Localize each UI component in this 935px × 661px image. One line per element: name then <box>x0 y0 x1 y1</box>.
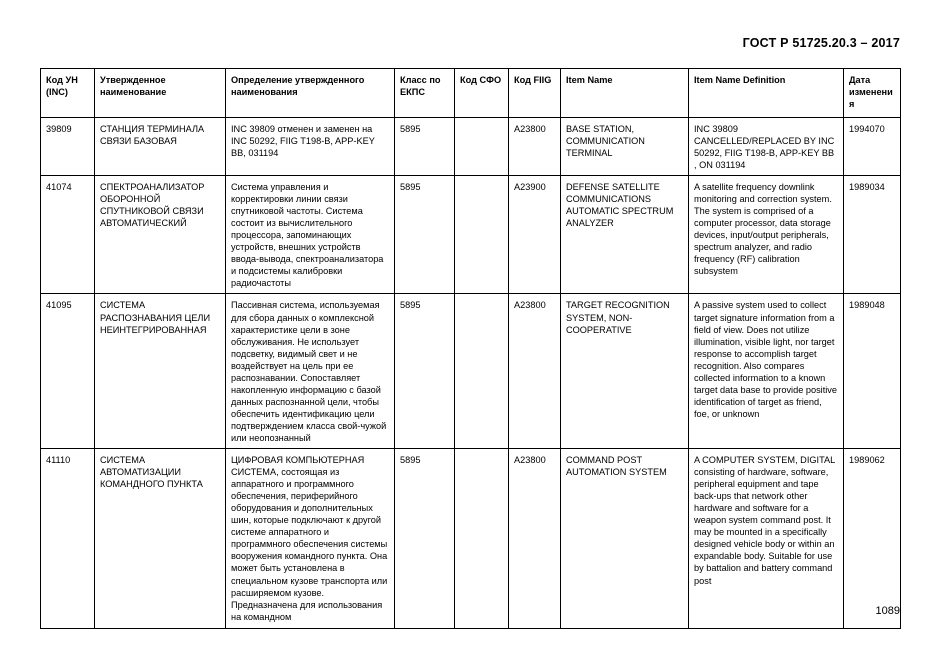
cell-approved-name-definition: Система управления и корректировки линии… <box>225 175 395 295</box>
cell-approved-name: СИСТЕМА РАСПОЗНАВАНИЯ ЦЕЛИ НЕИНТЕГРИРОВА… <box>94 293 226 450</box>
column-header-approved-name-definition-line1: Определение утвержденного <box>231 75 365 85</box>
column-header-inc-code: Код УН (INC) <box>40 68 95 118</box>
table-header-row: Код УН (INC) Утвержденное наименование О… <box>40 68 901 118</box>
cell-approved-name: СИСТЕМА АВТОМАТИЗАЦИИ КОМАНДНОГО ПУНКТА <box>94 448 226 630</box>
cell-inc-code: 41074 <box>40 175 95 295</box>
column-header-item-name-definition: Item Name Definition <box>688 68 844 118</box>
catalog-table-container: Код УН (INC) Утвержденное наименование О… <box>40 68 901 630</box>
column-header-ekps-class: Класс по ЕКПС <box>394 68 455 118</box>
cell-item-name-definition: A passive system used to collect target … <box>688 293 844 450</box>
cell-inc-code: 41095 <box>40 293 95 450</box>
cell-fiig-code: A23800 <box>508 448 561 630</box>
cell-approved-name: СПЕКТРОАНАЛИЗАТОР ОБОРОННОЙ СПУТНИКОВОЙ … <box>94 175 226 295</box>
cell-inc-code: 41110 <box>40 448 95 630</box>
table-row: 39809 СТАНЦИЯ ТЕРМИНАЛА СВЯЗИ БАЗОВАЯ IN… <box>40 116 901 177</box>
page-number: 1089 <box>875 605 900 617</box>
column-header-ekps-class-line1: Класс по <box>400 75 441 85</box>
cell-item-name: DEFENSE SATELLITE COMMUNICATIONS AUTOMAT… <box>560 175 689 295</box>
running-header-standard-number: ГОСТ Р 51725.20.3 – 2017 <box>742 36 900 50</box>
cell-approved-name: СТАНЦИЯ ТЕРМИНАЛА СВЯЗИ БАЗОВАЯ <box>94 116 226 177</box>
cell-item-name-definition: A satellite frequency downlink monitorin… <box>688 175 844 295</box>
cell-item-name-definition: INC 39809 CANCELLED/REPLACED BY INC 5029… <box>688 116 844 177</box>
cell-sfo-code <box>454 448 509 630</box>
column-header-fiig-code: Код FIIG <box>508 68 561 118</box>
cell-inc-code: 39809 <box>40 116 95 177</box>
column-header-change-date: Дата изменения <box>843 68 901 118</box>
column-header-inc-code-line1: Код УН <box>46 75 78 85</box>
cell-approved-name-definition: ЦИФРОВАЯ КОМПЬЮТЕРНАЯ СИСТЕМА, состоящая… <box>225 448 395 630</box>
column-header-approved-name-definition-line2: наименования <box>231 86 298 97</box>
column-header-item-name-definition-line1: Item Name Definition <box>694 75 786 85</box>
cell-change-date: 1989034 <box>843 175 901 295</box>
column-header-change-date-line2: изменения <box>849 86 893 109</box>
column-header-sfo-code: Код СФО <box>454 68 509 118</box>
cell-sfo-code <box>454 293 509 450</box>
table-header: Код УН (INC) Утвержденное наименование О… <box>40 68 901 118</box>
table-row: 41095 СИСТЕМА РАСПОЗНАВАНИЯ ЦЕЛИ НЕИНТЕГ… <box>40 293 901 450</box>
table-body: 39809 СТАНЦИЯ ТЕРМИНАЛА СВЯЗИ БАЗОВАЯ IN… <box>40 116 901 630</box>
column-header-approved-name-line1: Утвержденное <box>100 75 166 85</box>
column-header-sfo-code-line1: Код СФО <box>460 75 502 85</box>
cell-item-name: TARGET RECOGNITION SYSTEM, NON-COOPERATI… <box>560 293 689 450</box>
cell-change-date: 1994070 <box>843 116 901 177</box>
cell-sfo-code <box>454 175 509 295</box>
table-row: 41074 СПЕКТРОАНАЛИЗАТОР ОБОРОННОЙ СПУТНИ… <box>40 175 901 295</box>
column-header-approved-name-line2: наименование <box>100 86 167 97</box>
cell-fiig-code: A23900 <box>508 175 561 295</box>
table-row: 41110 СИСТЕМА АВТОМАТИЗАЦИИ КОМАНДНОГО П… <box>40 448 901 630</box>
cell-approved-name-definition: INC 39809 отменен и заменен на INC 50292… <box>225 116 395 177</box>
column-header-item-name-line1: Item Name <box>566 75 613 85</box>
cell-sfo-code <box>454 116 509 177</box>
cell-fiig-code: A23800 <box>508 116 561 177</box>
cell-item-name-definition: A COMPUTER SYSTEM, DIGITAL consisting of… <box>688 448 844 630</box>
cell-approved-name-definition: Пассивная система, используемая для сбор… <box>225 293 395 450</box>
column-header-item-name: Item Name <box>560 68 689 118</box>
cell-item-name: COMMAND POST AUTOMATION SYSTEM <box>560 448 689 630</box>
column-header-fiig-code-line1: Код FIIG <box>514 75 552 85</box>
cell-item-name: BASE STATION, COMMUNICATION TERMINAL <box>560 116 689 177</box>
column-header-inc-code-line2: (INC) <box>46 86 68 97</box>
cell-ekps-class: 5895 <box>394 175 455 295</box>
column-header-ekps-class-line2: ЕКПС <box>400 86 425 97</box>
column-header-approved-name-definition: Определение утвержденного наименования <box>225 68 395 118</box>
cell-ekps-class: 5895 <box>394 448 455 630</box>
cell-fiig-code: A23800 <box>508 293 561 450</box>
column-header-approved-name: Утвержденное наименование <box>94 68 226 118</box>
cell-ekps-class: 5895 <box>394 293 455 450</box>
column-header-change-date-line1: Дата <box>849 75 871 85</box>
cell-ekps-class: 5895 <box>394 116 455 177</box>
item-name-catalog-table: Код УН (INC) Утвержденное наименование О… <box>40 68 901 630</box>
cell-change-date: 1989048 <box>843 293 901 450</box>
cell-change-date: 1989062 <box>843 448 901 630</box>
